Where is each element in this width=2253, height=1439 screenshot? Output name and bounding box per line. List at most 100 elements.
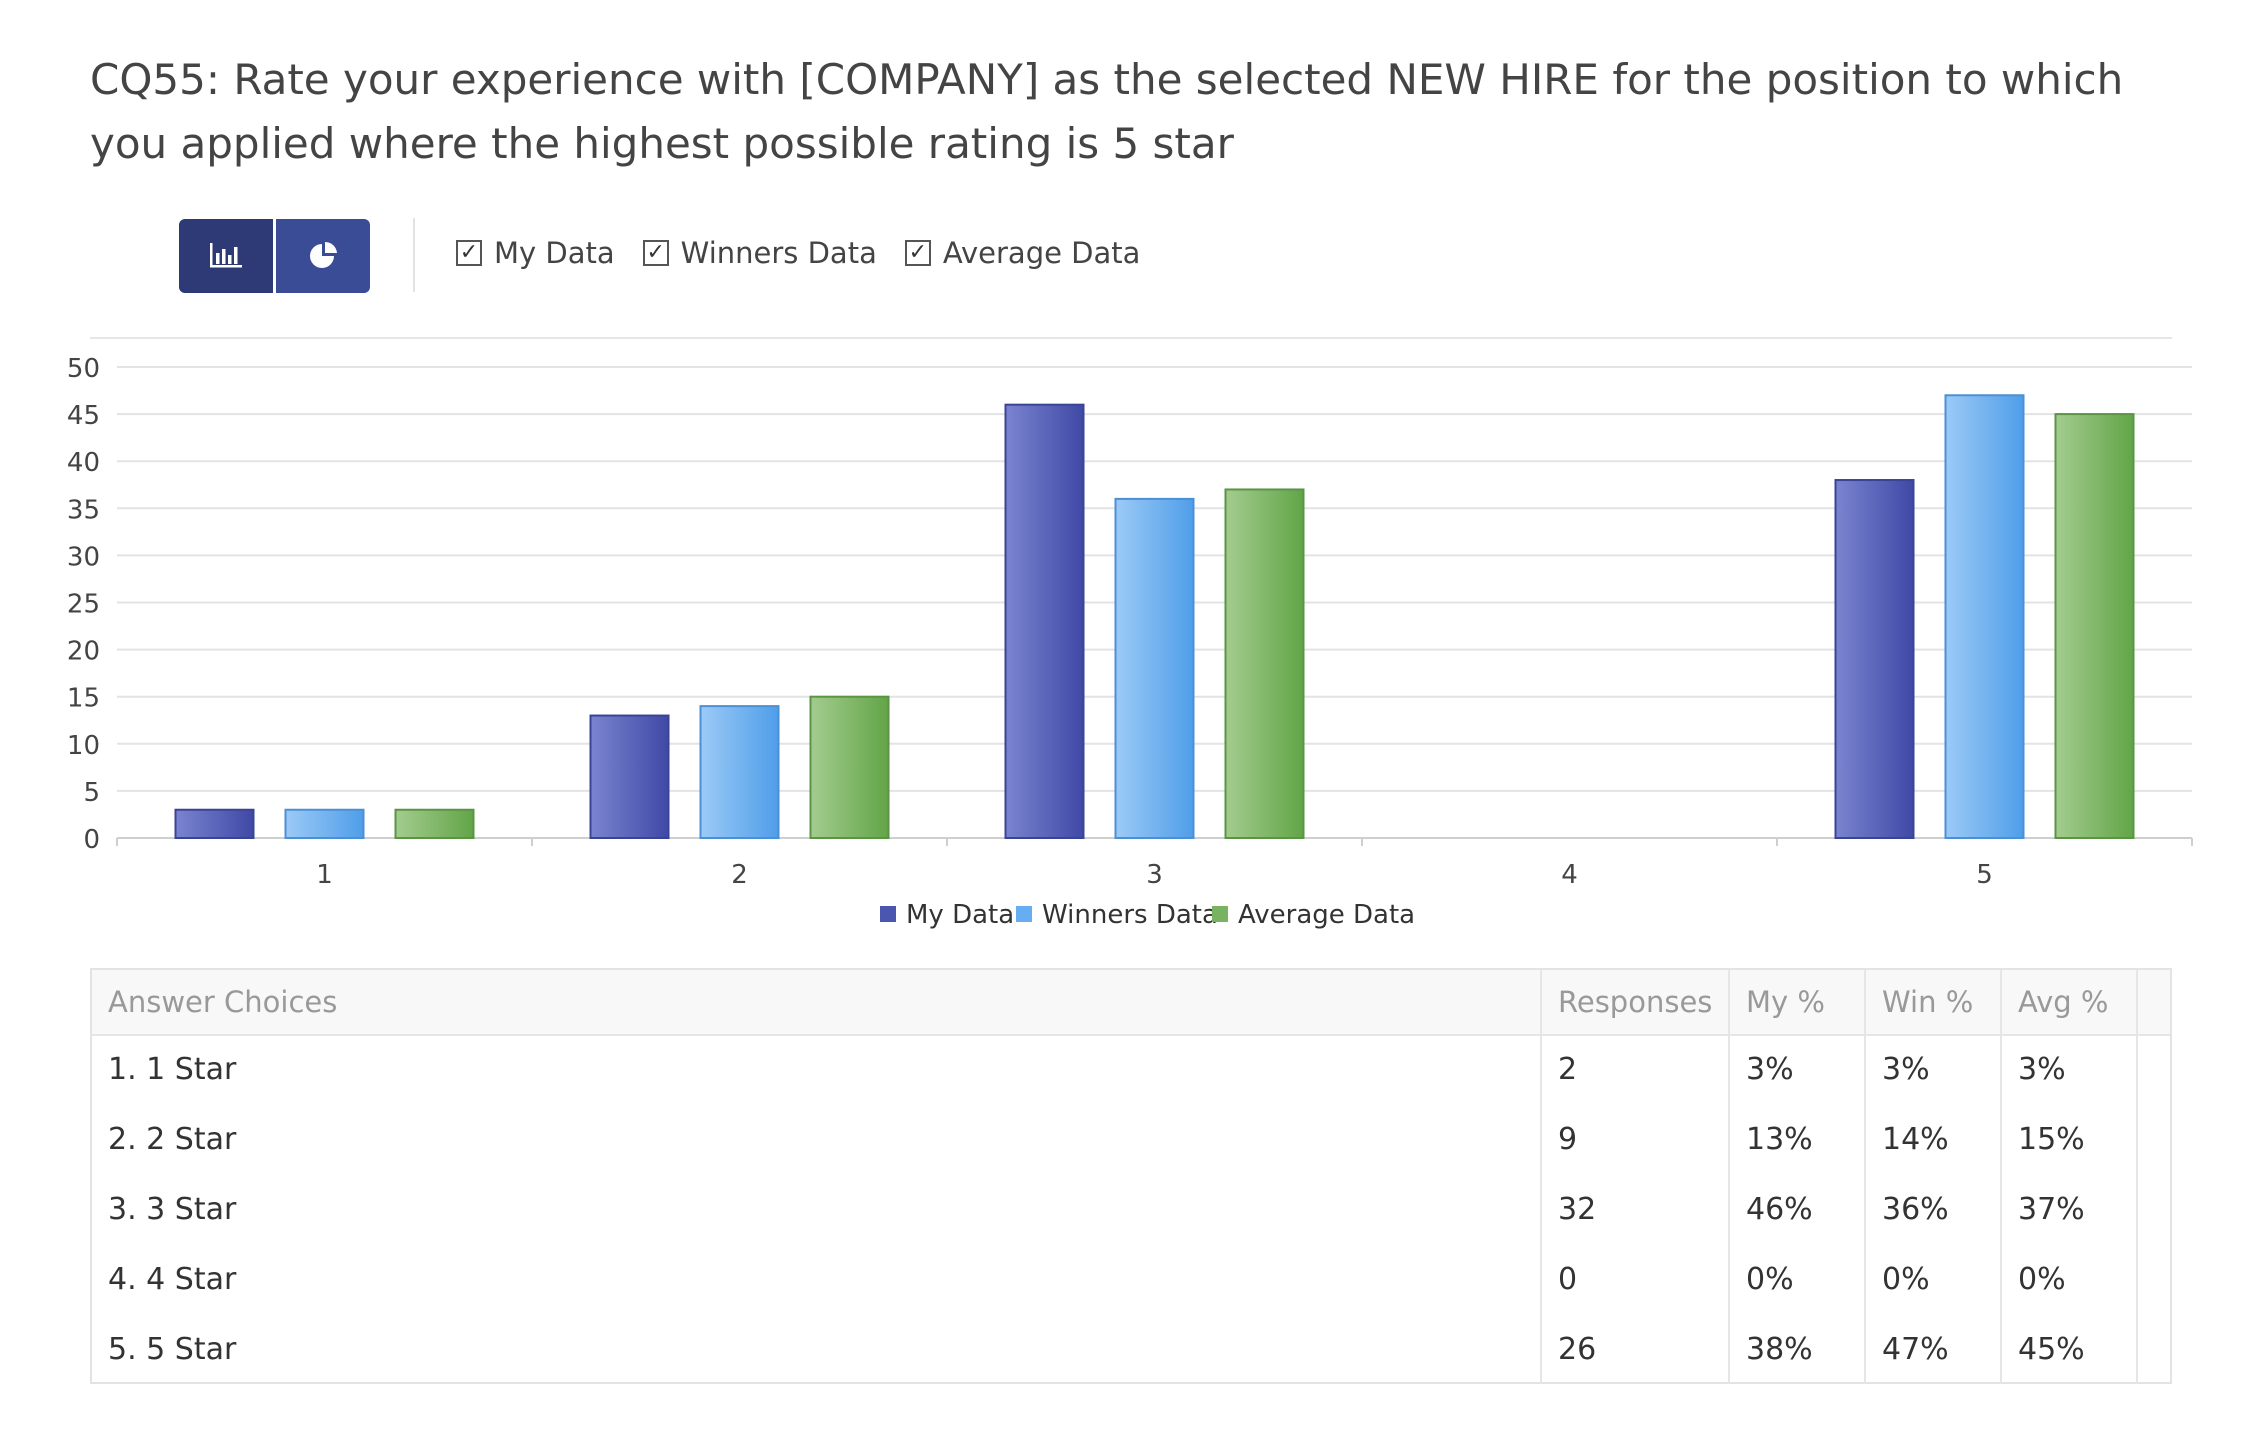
table-row: 4. 4 Star 0 0% 0% 0%: [92, 1244, 2170, 1314]
header-win-percent: Win %: [1864, 970, 2000, 1034]
section-divider: [90, 337, 2172, 339]
answer-choice: 4. 4 Star: [108, 1261, 237, 1297]
legend-swatch: [1212, 906, 1228, 922]
checkbox-label: Winners Data: [680, 236, 877, 270]
header-answer-choices: Answer Choices: [108, 985, 338, 1019]
bar-winners-data: [1114, 497, 1195, 839]
bar-my-data: [1004, 403, 1085, 840]
question-title: CQ55: Rate your experience with [COMPANY…: [90, 55, 2124, 168]
my-percent: 0%: [1728, 1244, 1864, 1314]
avg-percent: 3%: [2000, 1034, 2136, 1104]
bar-chart-button[interactable]: [179, 219, 273, 293]
y-tick-label: 5: [83, 778, 100, 808]
pie-chart-button[interactable]: [276, 219, 370, 293]
average-data-checkbox[interactable]: ✓ Average Data: [904, 236, 1141, 270]
avg-percent: 37%: [2000, 1174, 2136, 1244]
legend-label: Winners Data: [1042, 900, 1218, 930]
x-tick-label: 4: [1561, 860, 1578, 890]
checkbox-label: My Data: [494, 236, 615, 270]
win-percent: 36%: [1864, 1174, 2000, 1244]
answer-choice: 5. 5 Star: [108, 1331, 237, 1367]
row-spacer: [2136, 1314, 2170, 1384]
responses: 26: [1540, 1314, 1728, 1384]
chart-type-toggle: [179, 219, 370, 293]
bar-winners-data: [1944, 394, 2025, 839]
responses: 0: [1540, 1244, 1728, 1314]
answer-choice: 1. 1 Star: [108, 1051, 237, 1087]
win-percent: 47%: [1864, 1314, 2000, 1384]
row-spacer: [2136, 1104, 2170, 1174]
my-data-checkbox[interactable]: ✓ My Data: [456, 236, 615, 270]
y-tick-label: 30: [67, 542, 100, 572]
y-axis: 0 5 10 15 20 25 30 35 40 45 50: [67, 354, 100, 855]
y-tick-label: 45: [67, 401, 100, 431]
bar-my-data: [174, 808, 255, 839]
y-tick-label: 40: [67, 448, 100, 478]
bar-my-data: [1834, 479, 1915, 839]
legend-swatch: [880, 906, 896, 922]
legend-label: My Data: [906, 900, 1014, 930]
legend-swatch: [1016, 906, 1032, 922]
win-percent: 3%: [1864, 1034, 2000, 1104]
y-tick-label: 35: [67, 495, 100, 525]
row-spacer: [2136, 1174, 2170, 1244]
bar-winners-data: [699, 705, 780, 839]
avg-percent: 15%: [2000, 1104, 2136, 1174]
row-spacer: [2136, 1034, 2170, 1104]
checkbox-checked-icon: ✓: [642, 240, 669, 266]
pie-chart-icon: [310, 241, 337, 268]
x-tick-label: 3: [1146, 860, 1163, 890]
bar-average-data: [809, 695, 890, 840]
checkbox-checked-icon: ✓: [904, 240, 931, 266]
header-spacer: [2136, 970, 2170, 1034]
legend: My Data Winners Data Average Data: [880, 900, 1415, 930]
win-percent: 14%: [1864, 1104, 2000, 1174]
bar-my-data: [589, 714, 670, 840]
my-percent: 3%: [1728, 1034, 1864, 1104]
table-row: 5. 5 Star 26 38% 47% 45%: [92, 1314, 2170, 1384]
answer-choice: 3. 3 Star: [108, 1191, 237, 1227]
y-tick-label: 20: [67, 637, 100, 667]
y-tick-label: 0: [83, 825, 100, 855]
my-percent: 13%: [1728, 1104, 1864, 1174]
y-tick-label: 15: [67, 684, 100, 714]
header-responses: Responses: [1540, 970, 1728, 1034]
bar-chart-icon: [210, 243, 242, 268]
table-row: 1. 1 Star 2 3% 3% 3%: [92, 1034, 2170, 1104]
bar-average-data: [2054, 413, 2135, 839]
toolbar-divider: [413, 218, 415, 292]
bar-average-data: [394, 808, 475, 839]
winners-data-checkbox[interactable]: ✓ Winners Data: [642, 236, 877, 270]
responses: 32: [1540, 1174, 1728, 1244]
x-axis: 1 2 3 4 5: [116, 838, 2193, 890]
avg-percent: 45%: [2000, 1314, 2136, 1384]
responses: 9: [1540, 1104, 1728, 1174]
header-my-percent: My %: [1728, 970, 1864, 1034]
series-toggles: ✓ My Data ✓ Winners Data ✓ Average Data: [456, 236, 1168, 270]
bar-winners-data: [284, 808, 365, 839]
table-row: 3. 3 Star 32 46% 36% 37%: [92, 1174, 2170, 1244]
win-percent: 0%: [1864, 1244, 2000, 1314]
x-tick-label: 1: [316, 860, 333, 890]
my-percent: 38%: [1728, 1314, 1864, 1384]
checkbox-checked-icon: ✓: [456, 240, 482, 266]
results-table: Answer Choices Responses My % Win % Avg …: [90, 968, 2172, 1384]
bars: [174, 394, 2135, 840]
row-spacer: [2136, 1244, 2170, 1314]
legend-label: Average Data: [1238, 900, 1415, 930]
x-tick-label: 5: [1976, 860, 1993, 890]
answer-choice: 2. 2 Star: [108, 1121, 237, 1157]
my-percent: 46%: [1728, 1174, 1864, 1244]
avg-percent: 0%: [2000, 1244, 2136, 1314]
y-tick-label: 50: [67, 354, 100, 384]
x-tick-label: 2: [731, 860, 748, 890]
responses: 2: [1540, 1034, 1728, 1104]
y-tick-label: 25: [67, 590, 100, 620]
bar-average-data: [1224, 488, 1305, 840]
table-header: Answer Choices Responses My % Win % Avg …: [92, 970, 2170, 1036]
checkbox-label: Average Data: [942, 236, 1141, 270]
header-avg-percent: Avg %: [2000, 970, 2136, 1034]
table-row: 2. 2 Star 9 13% 14% 15%: [92, 1104, 2170, 1174]
y-tick-label: 10: [67, 731, 100, 761]
